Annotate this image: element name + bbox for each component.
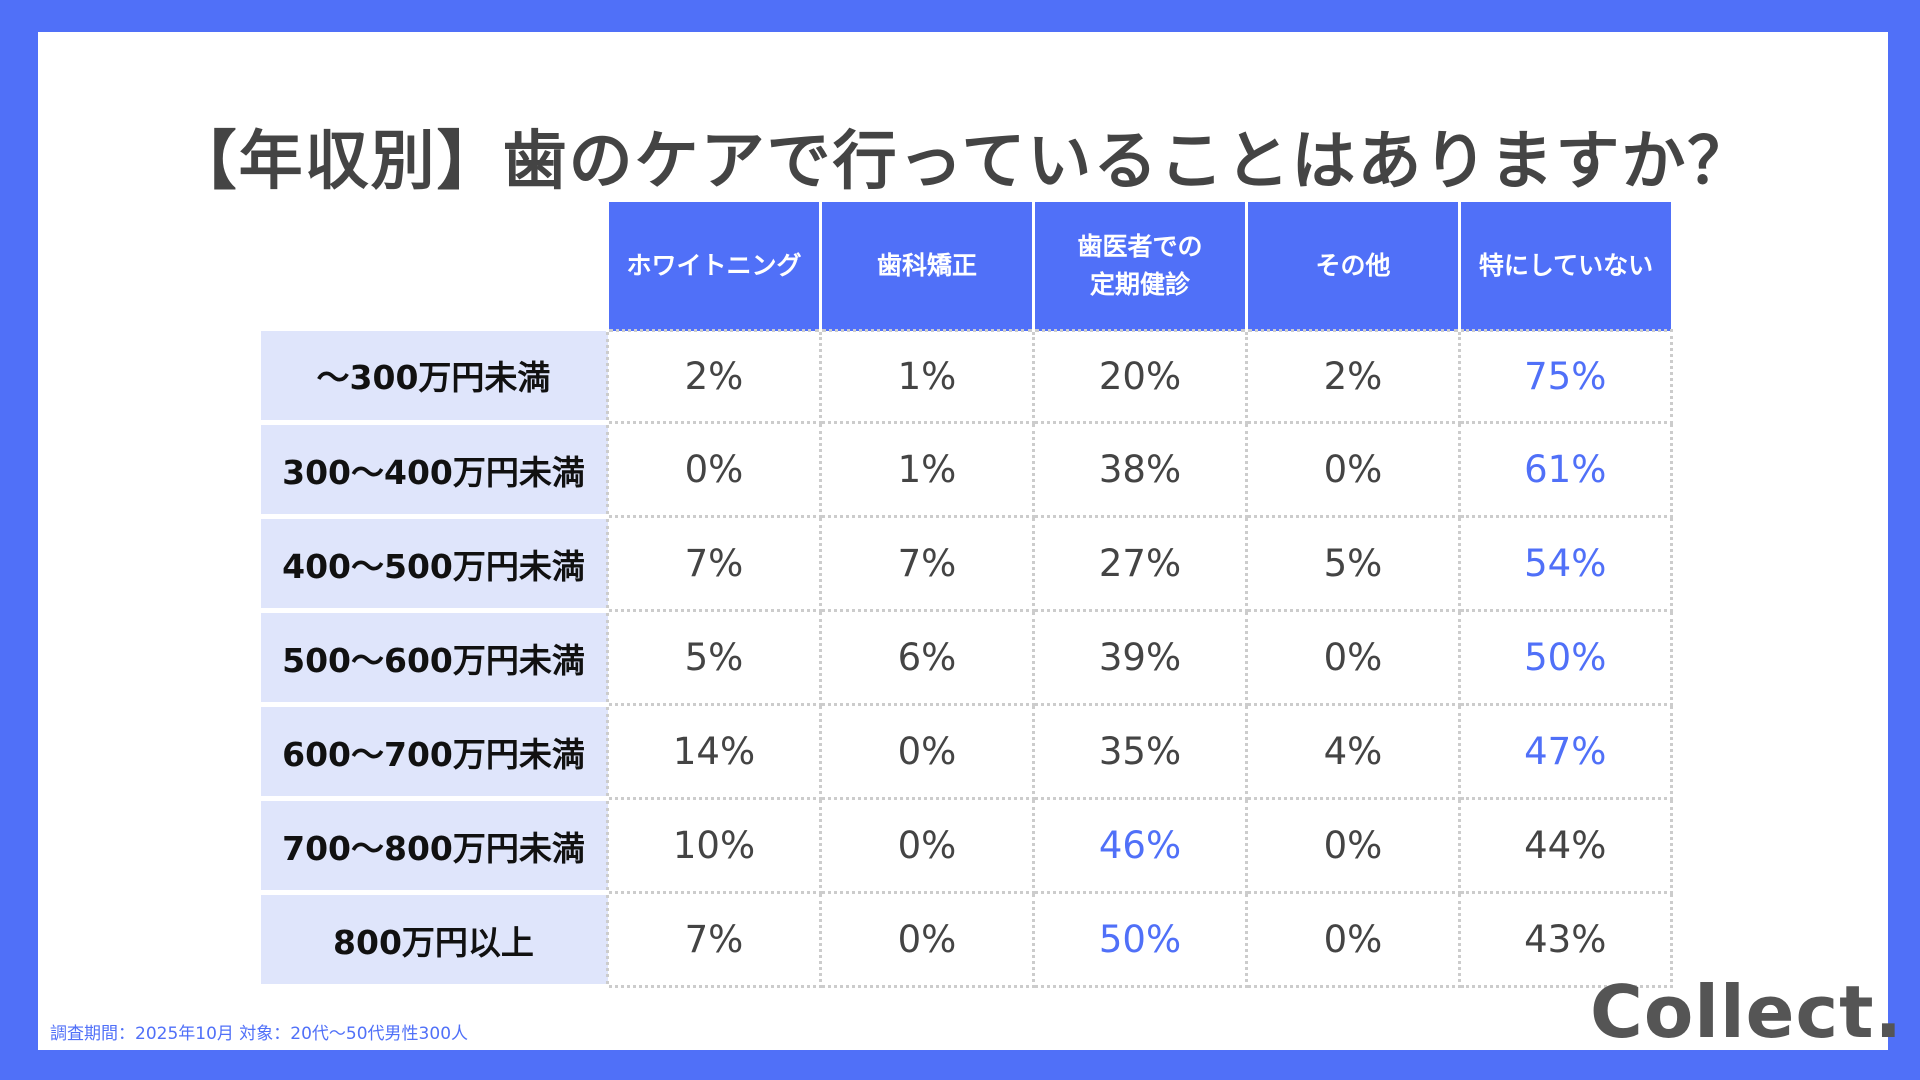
value-cell: 0% [1245,892,1461,988]
results-table: ホワイトニング 歯科矯正 歯医者での 定期健診 その他 特にしていない 〜300… [261,202,1673,989]
value-cell: 0% [819,798,1035,894]
value-cell: 75% [1458,329,1673,424]
row-label: 800万円以上 [261,892,608,989]
header-row: ホワイトニング 歯科矯正 歯医者での 定期健診 その他 特にしていない [261,202,1671,331]
row-label: 400〜500万円未満 [261,516,608,613]
value-cell: 54% [1458,516,1673,612]
survey-card: 【年収別】歯のケアで行っていることはありますか？ ホワイトニング 歯科矯正 歯医… [38,32,1902,1054]
chart-title: 【年収別】歯のケアで行っていることはありますか？ [172,125,1754,199]
value-cell: 43% [1458,892,1673,988]
table-row: 500〜600万円未満 5% 6% 39% 0% 50% [261,610,1673,707]
value-cell: 61% [1458,422,1673,518]
value-cell: 0% [819,892,1035,988]
value-cell: 50% [1032,892,1248,988]
value-cell: 0% [1245,798,1461,894]
row-label: 500〜600万円未満 [261,610,608,707]
value-cell: 50% [1458,610,1673,706]
row-label: 〜300万円未満 [261,330,608,425]
row-label: 300〜400万円未満 [261,422,608,519]
value-cell: 6% [819,610,1035,706]
table-row: 〜300万円未満 2% 1% 20% 2% 75% [261,329,1673,425]
value-cell: 44% [1458,798,1673,894]
column-header-other: その他 [1245,202,1460,331]
table-row: 700〜800万円未満 10% 0% 46% 0% 44% [261,798,1673,895]
value-cell: 5% [606,610,822,706]
value-cell: 0% [1245,422,1461,518]
value-cell: 0% [1245,610,1461,706]
column-header-orthodontics: 歯科矯正 [819,202,1034,331]
value-cell: 46% [1032,798,1248,894]
table-row: 600〜700万円未満 14% 0% 35% 4% 47% [261,704,1673,801]
value-cell: 14% [606,704,822,800]
value-cell: 2% [606,329,822,424]
value-cell: 10% [606,798,822,894]
table-row: 300〜400万円未満 0% 1% 38% 0% 61% [261,422,1673,519]
collect-logo: Collect. [1590,970,1903,1054]
survey-footnote: 調査期間：2025年10月 対象：20代〜50代男性300人 [50,1024,469,1044]
value-cell: 35% [1032,704,1248,800]
value-cell: 7% [606,892,822,988]
value-cell: 39% [1032,610,1248,706]
column-header-whitening: ホワイトニング [606,202,821,331]
value-cell: 20% [1032,329,1248,424]
value-cell: 1% [819,422,1035,518]
value-cell: 2% [1245,329,1461,424]
table-row: 400〜500万円未満 7% 7% 27% 5% 54% [261,516,1673,613]
value-cell: 38% [1032,422,1248,518]
value-cell: 27% [1032,516,1248,612]
table-row: 800万円以上 7% 0% 50% 0% 43% [261,892,1673,989]
value-cell: 5% [1245,516,1461,612]
row-label: 600〜700万円未満 [261,704,608,801]
column-header-nothing: 特にしていない [1458,202,1671,331]
value-cell: 4% [1245,704,1461,800]
value-cell: 47% [1458,704,1673,800]
value-cell: 0% [819,704,1035,800]
column-header-checkup: 歯医者での 定期健診 [1032,202,1247,331]
value-cell: 0% [606,422,822,518]
value-cell: 1% [819,329,1035,424]
row-label: 700〜800万円未満 [261,798,608,895]
corner-cell [261,202,608,331]
value-cell: 7% [606,516,822,612]
value-cell: 7% [819,516,1035,612]
table-body: 〜300万円未満 2% 1% 20% 2% 75% 300〜400万円未満 0% 1% 38% 0%… [261,329,1673,989]
